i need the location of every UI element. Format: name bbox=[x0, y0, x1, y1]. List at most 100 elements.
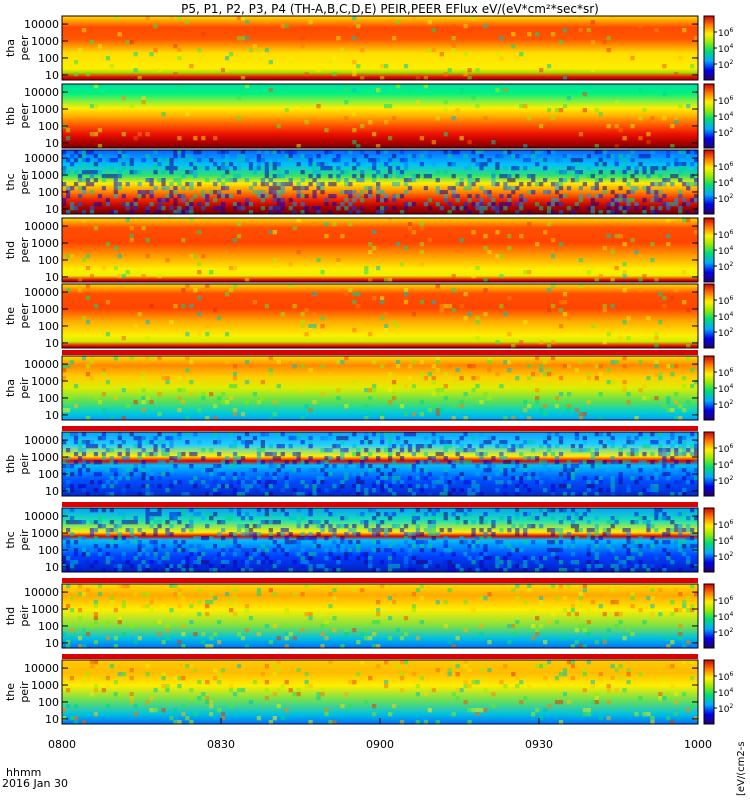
y-tick-label: 1000 bbox=[31, 303, 59, 316]
colorbar-tick-label: 104 bbox=[718, 535, 733, 547]
y-tick-label: 10 bbox=[45, 561, 59, 574]
panel-frame bbox=[61, 83, 699, 149]
y-tick-label: 1000 bbox=[31, 35, 59, 48]
y-tick-label: 10000 bbox=[24, 358, 59, 371]
colorbar-tick-label: 106 bbox=[718, 95, 733, 107]
panel-thd-peir: 10 100 1000 10000 thd peir 102 104 106 bbox=[4, 583, 733, 650]
spectrogram-cells bbox=[62, 432, 699, 497]
y-tick-label: 10 bbox=[45, 69, 59, 82]
colorbar-unit-label: [eV/(cm2-s bbox=[736, 741, 747, 796]
panel-the-peer: 10 100 1000 10000 the peer 102 104 106 bbox=[4, 283, 733, 350]
panel-tha-peir: 10 100 1000 10000 tha peir 102 104 106 bbox=[4, 355, 733, 422]
colorbar-tick-label: 102 bbox=[718, 703, 733, 715]
colorbar-tick-label: 104 bbox=[718, 177, 733, 189]
y-tick-label: 1000 bbox=[31, 527, 59, 540]
panel-the-peir: 10 100 1000 10000 the peir 102 104 106 bbox=[4, 659, 733, 726]
colorbar-tick-label: 104 bbox=[718, 43, 733, 55]
spectrogram-cells bbox=[62, 356, 699, 421]
y-tick-label: 10000 bbox=[24, 510, 59, 523]
panel-thb-peir: 10 100 1000 10000 thb peir 102 104 106 bbox=[4, 431, 733, 498]
y-tick-label: 10000 bbox=[24, 86, 59, 99]
y-tick-label: 100 bbox=[38, 52, 59, 65]
panel-label-probe: thb bbox=[4, 107, 17, 125]
spectrogram-cells bbox=[62, 584, 699, 649]
y-tick-label: 10 bbox=[45, 485, 59, 498]
panel-label-probe: thd bbox=[4, 607, 17, 625]
colorbar bbox=[703, 83, 715, 149]
panel-label-dataset: peir bbox=[18, 453, 31, 475]
y-tick-label: 10000 bbox=[24, 662, 59, 675]
spectrogram-cells bbox=[73, 16, 699, 81]
colorbar-tick-label: 104 bbox=[718, 111, 733, 123]
x-axis-label: hhmm bbox=[6, 766, 41, 779]
x-tick-label: 0930 bbox=[525, 738, 553, 751]
y-tick-label: 10 bbox=[45, 337, 59, 350]
y-tick-label: 100 bbox=[38, 392, 59, 405]
y-tick-label: 10 bbox=[45, 637, 59, 650]
panel-label-dataset: peer bbox=[18, 35, 31, 61]
x-tick-label: 0900 bbox=[366, 738, 394, 751]
panel-frame bbox=[61, 149, 699, 215]
chart-title: P5, P1, P2, P3, P4 (TH-A,B,C,D,E) PEIR,P… bbox=[181, 2, 599, 16]
panel-frame bbox=[61, 431, 699, 497]
y-tick-label: 10000 bbox=[24, 286, 59, 299]
colorbar-tick-label: 102 bbox=[718, 327, 733, 339]
colorbar-tick-label: 102 bbox=[718, 475, 733, 487]
colorbar-tick-label: 106 bbox=[718, 443, 733, 455]
colorbar-tick-label: 102 bbox=[718, 551, 733, 563]
y-tick-label: 100 bbox=[38, 468, 59, 481]
colorbar-tick-label: 106 bbox=[718, 27, 733, 39]
colorbar-tick-label: 106 bbox=[718, 229, 733, 241]
y-tick-label: 100 bbox=[38, 120, 59, 133]
panel-label-probe: thc bbox=[4, 173, 17, 190]
panel-thc-peer: 10 100 1000 10000 thc peer 102 104 106 bbox=[4, 149, 733, 216]
y-tick-label: 1000 bbox=[31, 603, 59, 616]
y-tick-label: 10 bbox=[45, 203, 59, 216]
y-tick-label: 10 bbox=[45, 713, 59, 726]
y-tick-label: 10000 bbox=[24, 220, 59, 233]
x-tick-label: 0830 bbox=[207, 738, 235, 751]
colorbar bbox=[703, 15, 715, 81]
panel-label-probe: thb bbox=[4, 455, 17, 473]
y-tick-label: 100 bbox=[38, 320, 59, 333]
panel-label-dataset: peer bbox=[18, 103, 31, 129]
y-tick-label: 100 bbox=[38, 696, 59, 709]
panel-label-probe: the bbox=[4, 307, 17, 325]
x-tick-labels: 0800 0830 0900 0930 1000 bbox=[48, 718, 712, 751]
colorbar-tick-label: 106 bbox=[718, 671, 733, 683]
y-tick-label: 1000 bbox=[31, 375, 59, 388]
panel-label-probe: the bbox=[4, 683, 17, 701]
colorbar-tick-label: 106 bbox=[718, 519, 733, 531]
spectrogram-cells bbox=[62, 150, 699, 215]
y-tick-label: 1000 bbox=[31, 451, 59, 464]
panel-label-probe: tha bbox=[4, 39, 17, 57]
panel-thd-peer: 10 100 1000 10000 thd peer 102 104 106 bbox=[4, 217, 733, 284]
colorbar-tick-label: 102 bbox=[718, 399, 733, 411]
panel-label-dataset: peir bbox=[18, 605, 31, 627]
y-tick-label: 10000 bbox=[24, 18, 59, 31]
spectrogram-field bbox=[62, 84, 698, 148]
colorbar-tick-label: 102 bbox=[718, 127, 733, 139]
colorbar bbox=[703, 583, 715, 649]
panel-label-dataset: peer bbox=[18, 303, 31, 329]
panel-frame bbox=[61, 355, 699, 421]
data-gap-bar bbox=[62, 426, 698, 431]
colorbar-tick-label: 102 bbox=[718, 261, 733, 273]
colorbar bbox=[703, 283, 715, 349]
y-tick-label: 1000 bbox=[31, 169, 59, 182]
date-label: 2016 Jan 30 bbox=[2, 777, 68, 790]
y-tick-label: 100 bbox=[38, 254, 59, 267]
panel-frame bbox=[61, 283, 699, 349]
spectrogram-cells bbox=[62, 660, 699, 725]
y-tick-label: 1000 bbox=[31, 237, 59, 250]
colorbar bbox=[703, 431, 715, 497]
panel-frame bbox=[61, 507, 699, 573]
spectrogram-cells bbox=[62, 84, 691, 149]
data-gap-bar bbox=[62, 654, 698, 659]
panel-label-probe: thc bbox=[4, 531, 17, 548]
panel-frame bbox=[61, 217, 699, 283]
panel-frame bbox=[61, 583, 699, 649]
colorbar-tick-label: 104 bbox=[718, 245, 733, 257]
panel-label-probe: thd bbox=[4, 241, 17, 259]
